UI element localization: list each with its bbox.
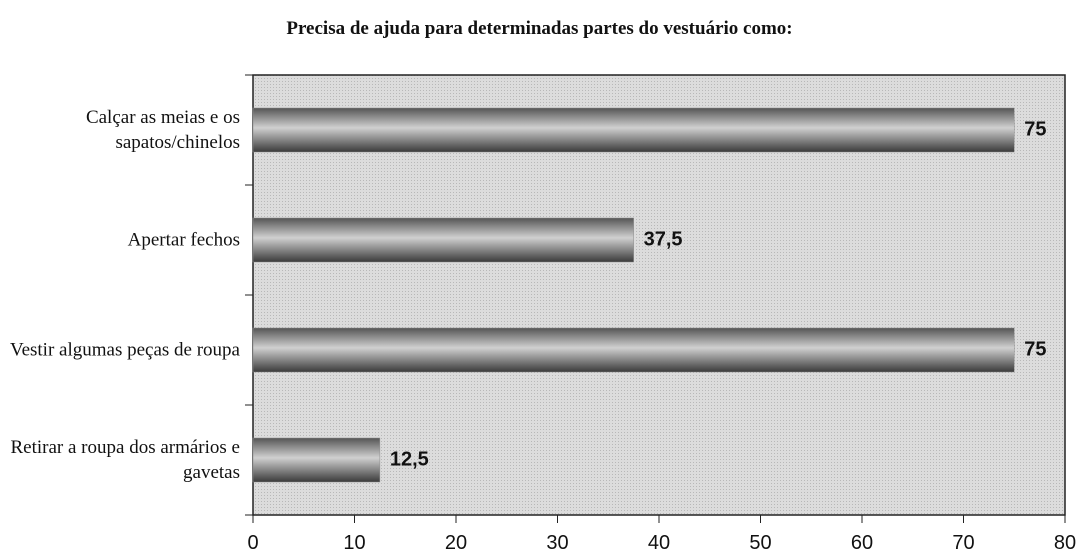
value-label: 12,5 <box>390 448 429 470</box>
x-tick-label: 30 <box>546 532 568 554</box>
value-label: 75 <box>1024 338 1046 360</box>
x-tick-label: 0 <box>247 532 258 554</box>
category-label: Retirar a roupa dos armários e gavetas <box>10 437 241 483</box>
value-label: 75 <box>1024 118 1046 140</box>
x-tick-label: 40 <box>648 532 670 554</box>
category-label: Apertar fechos <box>127 229 240 251</box>
category-label: Calçar as meias e os sapatos/chinelos <box>85 107 240 153</box>
x-tick-label: 50 <box>749 532 771 554</box>
x-tick-label: 60 <box>851 532 873 554</box>
bar <box>252 217 634 263</box>
x-tick-label: 10 <box>343 532 365 554</box>
bar <box>252 107 1015 153</box>
value-label: 37,5 <box>644 228 683 250</box>
x-tick-label: 80 <box>1054 532 1076 554</box>
bar <box>252 327 1015 373</box>
category-label: Vestir algumas peças de roupa <box>9 339 240 361</box>
bar <box>252 437 381 483</box>
chart-title: Precisa de ajuda para determinadas parte… <box>286 18 793 39</box>
x-tick-label: 70 <box>952 532 974 554</box>
x-tick-label: 20 <box>445 532 467 554</box>
